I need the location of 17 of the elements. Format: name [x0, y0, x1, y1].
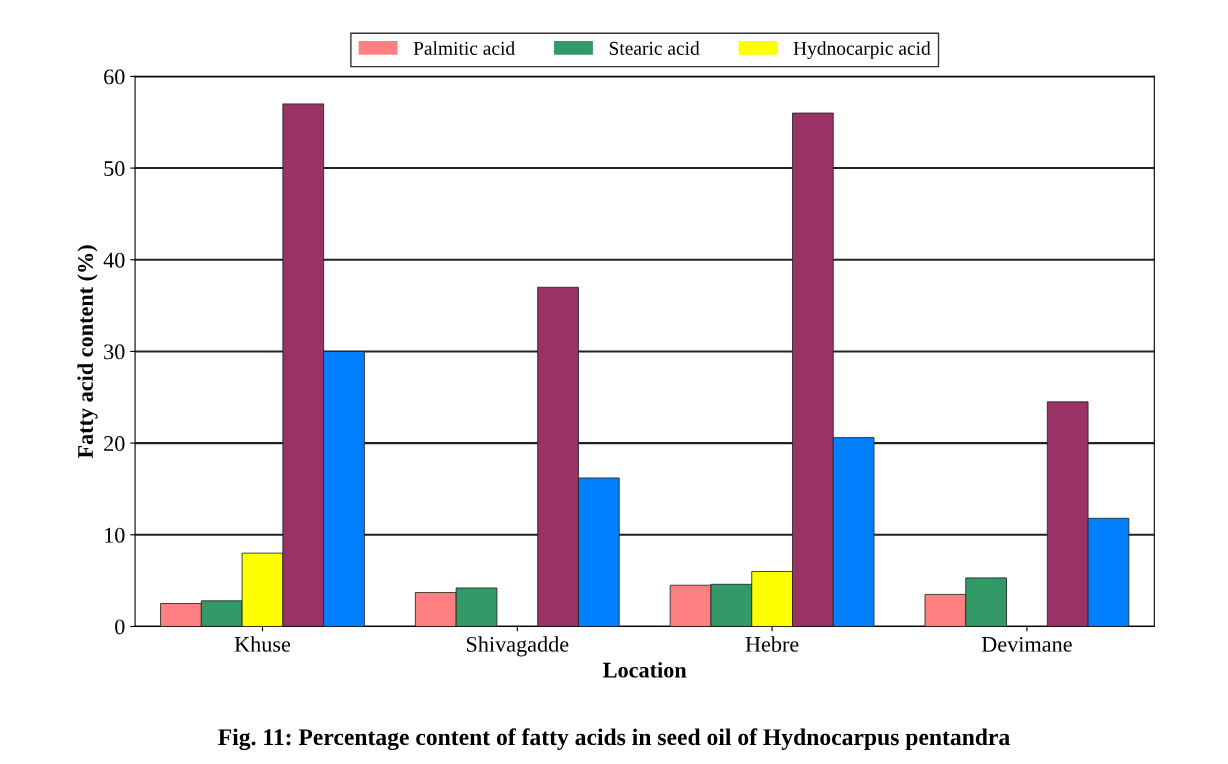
y-tick-label: 0	[115, 619, 125, 635]
legend-label: Palmitic acid	[413, 41, 515, 55]
x-tick-label: Shivagadde	[466, 636, 569, 657]
x-tick-label: Devimane	[981, 636, 1072, 652]
legend-label: Hydnocarpic acid	[793, 41, 931, 59]
y-tick-label: 50	[104, 161, 125, 177]
x-axis-title: Location	[603, 661, 687, 678]
y-tick-label: 10	[105, 527, 125, 543]
x-tick-label: Hebre	[745, 636, 799, 652]
y-tick-label: 60	[104, 69, 125, 85]
legend-label: Stearic acid	[609, 41, 700, 55]
y-tick-label: 30	[104, 344, 125, 360]
x-tick-label: Khuse	[234, 636, 291, 652]
text: Fig. 11: Percentage content of fatty acids in seed oil of Hydnocarpus pentandra	[218, 728, 1010, 751]
y-tick-label: 40	[103, 252, 125, 268]
y-tick-label: 20	[104, 436, 125, 452]
y-axis-title: Fatty acid content (%)	[77, 245, 98, 459]
